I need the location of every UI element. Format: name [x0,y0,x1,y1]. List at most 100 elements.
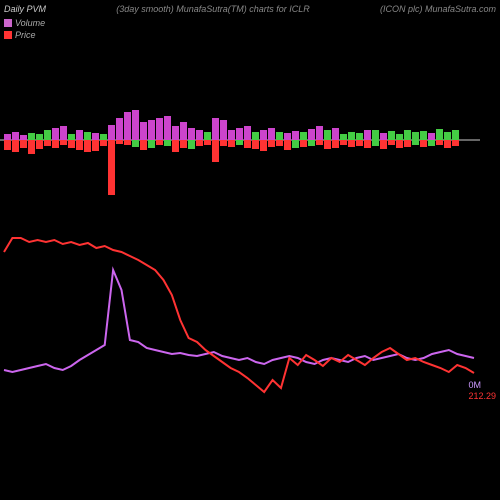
volume-bar-up [404,130,411,140]
volume-bar-up [332,128,339,140]
volume-bar-down [180,140,187,148]
y-axis-labels: 0M 212.29 [468,380,496,402]
legend-label: Volume [15,18,45,28]
volume-bar-up [220,120,227,140]
volume-bar-down [148,140,155,148]
volume-bar-down [284,140,291,150]
volume-bar-down [452,140,459,146]
legend-swatch [4,19,12,27]
volume-bar-down [252,140,259,149]
volume-bar-down [36,140,43,149]
volume-bar-up [380,133,387,140]
volume-bar-down [292,140,299,148]
volume-bar-up [452,130,459,140]
volume-bar-up [292,131,299,140]
volume-bar-down [444,140,451,148]
volume-bar-up [20,135,27,140]
volume-bar-up [284,133,291,140]
volume-bar-up [180,122,187,140]
volume-bar-up [236,128,243,140]
legend-item: Volume [4,18,45,28]
volume-bar-up [308,129,315,140]
volume-bar-down [60,140,67,145]
volume-bar-down [436,140,443,145]
volume-bar-up [388,131,395,140]
volume-bar-down [124,140,131,145]
volume-bar-down [156,140,163,145]
volume-bar-up [140,122,147,140]
volume-bar-up [324,130,331,140]
volume-bar-up [60,126,67,140]
volume-bar-up [316,126,323,140]
title-right: (ICON plc) MunafaSutra.com [380,4,496,14]
volume-bar-up [4,134,11,140]
volume-bar-up [44,130,51,140]
volume-bar-up [172,126,179,140]
volume-bar-up [348,132,355,140]
volume-bar-down [140,140,147,150]
volume-bar-down [100,140,107,146]
volume-bar-up [356,133,363,140]
volume-bar-down [52,140,59,148]
volume-bar-down [212,140,219,162]
volume-bar-down [268,140,275,147]
volume-bar-down [388,140,395,145]
volume-bar-up [76,130,83,140]
volume-bar-down [84,140,91,152]
volume-bar-up [420,131,427,140]
volume-bar-down [164,140,171,146]
volume-bar-up [372,130,379,140]
volume-bar-up [252,132,259,140]
volume-bar-up [396,134,403,140]
volume-bar-up [276,132,283,140]
volume-bar-up [212,118,219,140]
volume-bar-down [28,140,35,154]
volume-bar-down [228,140,235,147]
volume-bar-down [116,140,123,144]
volume-bar-down [12,140,19,152]
title-left: Daily PVM [4,4,46,14]
volume-bar-up [156,118,163,140]
volume-bar-down [76,140,83,150]
volume-bar-up [188,128,195,140]
volume-bar-up [268,128,275,140]
price-line-panel [0,230,480,430]
volume-bar-up [412,132,419,140]
volume-bar-up [196,130,203,140]
volume-bar-down [44,140,51,146]
legend-item: Price [4,30,45,40]
volume-bar-down [188,140,195,149]
volume-bar-down [244,140,251,148]
volume-bar-up [132,110,139,140]
volume-bar-up [36,134,43,140]
volume-bar-up [28,133,35,140]
volume-bar-up [52,128,59,140]
volume-bar-down [372,140,379,146]
volume-bar-up [84,132,91,140]
volume-bar-up [244,126,251,140]
volume-bar-down [332,140,339,148]
volume-bar-down [68,140,75,148]
volume-bar-down [316,140,323,145]
volume-bar-down [204,140,211,145]
volume-bar-down [4,140,11,150]
volume-bar-up [116,118,123,140]
volume-bar-down [20,140,27,148]
volume-bar-up [108,125,115,140]
volume-bar-down [220,140,227,146]
volume-bar-up [92,133,99,140]
price-line [4,238,474,392]
volume-bar-down [260,140,267,151]
volume-bar-down [276,140,283,146]
volume-bar-up [444,132,451,140]
volume-bar-down [428,140,435,146]
volume-bar-up [228,130,235,140]
volume-bar-up [260,130,267,140]
volume-bar-down [108,140,115,195]
volume-bar-up [164,116,171,140]
volume-bar-down [412,140,419,145]
chart-header: Daily PVM (3day smooth) MunafaSutra(TM) … [4,4,496,14]
volume-bar-down [380,140,387,149]
volume-bar-up [68,134,75,140]
volume-bar-up [12,132,19,140]
